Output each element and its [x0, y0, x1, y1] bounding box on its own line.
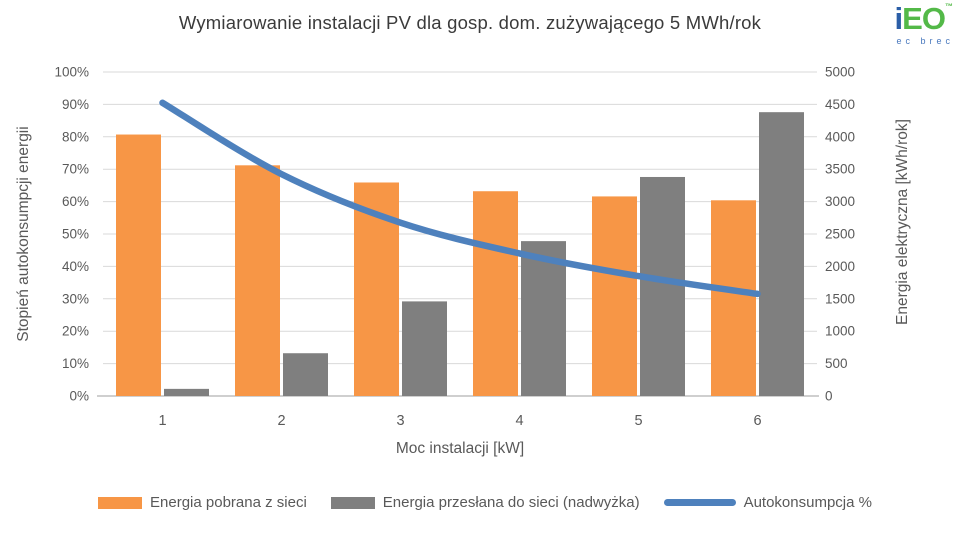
svg-text:4: 4: [515, 413, 523, 429]
svg-text:2: 2: [277, 413, 285, 429]
svg-text:40%: 40%: [62, 259, 89, 274]
svg-text:500: 500: [825, 356, 848, 371]
svg-text:100%: 100%: [54, 65, 89, 80]
logo-letter-i: i: [894, 1, 904, 36]
svg-text:0%: 0%: [69, 389, 89, 404]
svg-text:80%: 80%: [62, 129, 89, 144]
legend-item-autokonsumpcja[interactable]: Autokonsumpcja %: [663, 494, 872, 511]
svg-text:3500: 3500: [825, 162, 855, 177]
svg-text:3000: 3000: [825, 194, 855, 209]
svg-text:60%: 60%: [62, 194, 89, 209]
legend: Energia pobrana z sieci Energia przesłan…: [0, 494, 970, 511]
chart-title: Wymiarowanie instalacji PV dla gosp. dom…: [178, 12, 762, 33]
svg-text:70%: 70%: [62, 162, 89, 177]
svg-text:1000: 1000: [825, 324, 855, 339]
svg-text:0: 0: [825, 389, 833, 404]
logo-letters-eo: EO: [902, 1, 946, 36]
svg-text:30%: 30%: [62, 291, 89, 306]
legend-swatch-orange-bar: [98, 496, 143, 509]
svg-text:5000: 5000: [825, 65, 855, 80]
svg-text:1: 1: [158, 413, 166, 429]
legend-label-energia-pobrana: Energia pobrana z sieci: [150, 494, 307, 511]
svg-text:10%: 10%: [62, 356, 89, 371]
legend-item-energia-przeslana[interactable]: Energia przesłana do sieci (nadwyżka): [330, 494, 640, 511]
svg-text:4000: 4000: [825, 129, 855, 144]
trademark-icon: ™: [944, 2, 953, 11]
svg-text:90%: 90%: [62, 97, 89, 112]
legend-label-energia-przeslana: Energia przesłana do sieci (nadwyżka): [382, 494, 640, 511]
legend-label-autokonsumpcja: Autokonsumpcja %: [743, 494, 872, 511]
ieo-logo-wordmark: iEO™: [892, 1, 954, 36]
svg-text:4500: 4500: [825, 97, 855, 112]
svg-text:2000: 2000: [825, 259, 855, 274]
svg-text:2500: 2500: [825, 227, 855, 242]
ieo-logo-subtext: ec brec: [896, 36, 954, 46]
svg-text:20%: 20%: [62, 324, 89, 339]
x-axis-title: Moc instalacji [kW]: [395, 440, 525, 457]
svg-text:3: 3: [396, 413, 404, 429]
y-axis-title-left: Stopień autokonsumpcji energii: [15, 126, 32, 342]
ieo-logo: iEO™ ec brec: [892, 3, 954, 46]
y-axis-title-right: Energia elektryczna [kWh/rok]: [894, 119, 911, 325]
svg-text:50%: 50%: [62, 227, 89, 242]
svg-text:1500: 1500: [825, 291, 855, 306]
svg-text:6: 6: [753, 413, 761, 429]
legend-swatch-gray-bar: [330, 496, 375, 509]
svg-text:5: 5: [634, 413, 642, 429]
legend-item-energia-pobrana[interactable]: Energia pobrana z sieci: [98, 494, 307, 511]
legend-swatch-blue-line: [663, 499, 736, 506]
